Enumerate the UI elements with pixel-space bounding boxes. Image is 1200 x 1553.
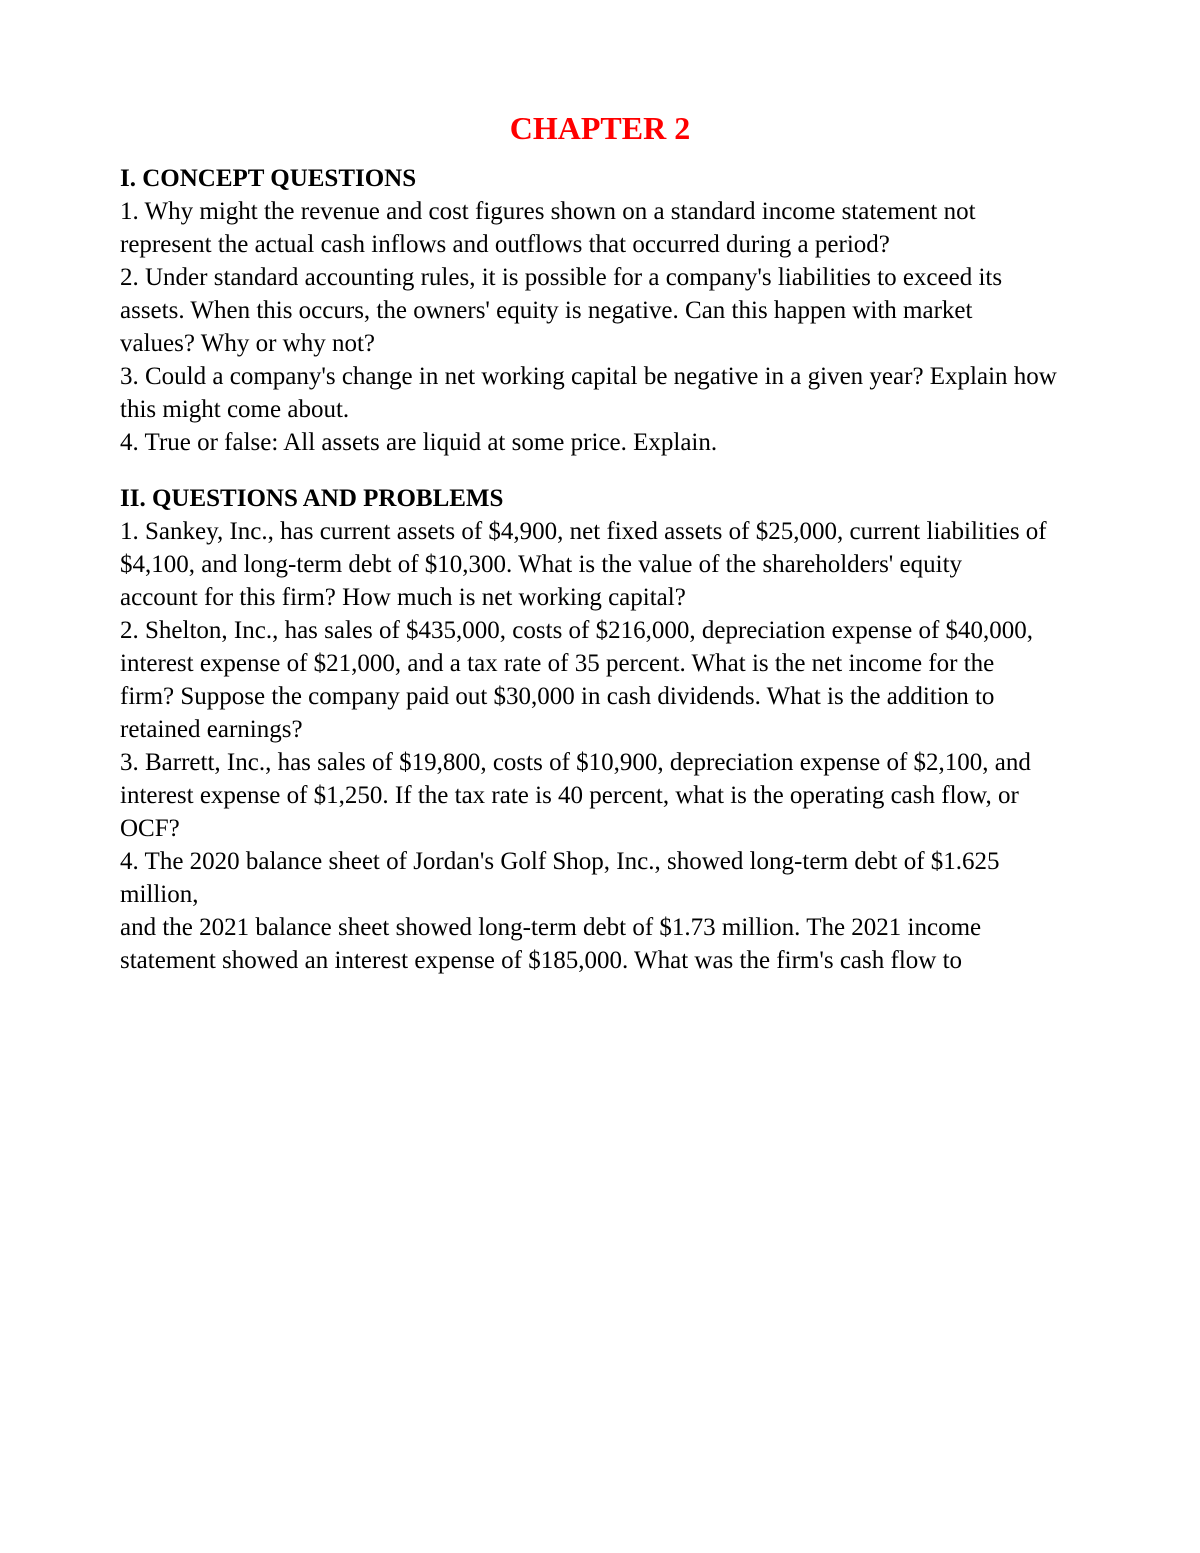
text-line: firm? Suppose the company paid out $30,0… (120, 680, 1080, 713)
text-line: 2. Shelton, Inc., has sales of $435,000,… (120, 614, 1080, 647)
text-line: account for this firm? How much is net w… (120, 581, 1080, 614)
section-heading-problems: II. QUESTIONS AND PROBLEMS (120, 485, 1080, 513)
text-line: 3. Could a company's change in net worki… (120, 360, 1080, 393)
text-line: interest expense of $21,000, and a tax r… (120, 647, 1080, 680)
questions-problems-body: 1. Sankey, Inc., has current assets of $… (120, 515, 1080, 977)
text-line: retained earnings? (120, 713, 1080, 746)
concept-questions-body: 1. Why might the revenue and cost figure… (120, 195, 1080, 459)
text-line: 1. Why might the revenue and cost figure… (120, 195, 1080, 228)
text-line: values? Why or why not? (120, 327, 1080, 360)
chapter-title: CHAPTER 2 (120, 110, 1080, 147)
questions-problems-section: II. QUESTIONS AND PROBLEMS 1. Sankey, In… (120, 485, 1080, 977)
concept-questions-section: I. CONCEPT QUESTIONS 1. Why might the re… (120, 165, 1080, 459)
text-line: 4. The 2020 balance sheet of Jordan's Go… (120, 845, 1080, 911)
text-line: OCF? (120, 812, 1080, 845)
text-line: $4,100, and long-term debt of $10,300. W… (120, 548, 1080, 581)
text-line: statement showed an interest expense of … (120, 944, 1080, 977)
text-line: 1. Sankey, Inc., has current assets of $… (120, 515, 1080, 548)
text-line: this might come about. (120, 393, 1080, 426)
text-line: interest expense of $1,250. If the tax r… (120, 779, 1080, 812)
text-line: 4. True or false: All assets are liquid … (120, 426, 1080, 459)
text-line: assets. When this occurs, the owners' eq… (120, 294, 1080, 327)
text-line: 2. Under standard accounting rules, it i… (120, 261, 1080, 294)
text-line: represent the actual cash inflows and ou… (120, 228, 1080, 261)
text-line: 3. Barrett, Inc., has sales of $19,800, … (120, 746, 1080, 779)
section-heading-concept: I. CONCEPT QUESTIONS (120, 165, 1080, 193)
text-line: and the 2021 balance sheet showed long-t… (120, 911, 1080, 944)
